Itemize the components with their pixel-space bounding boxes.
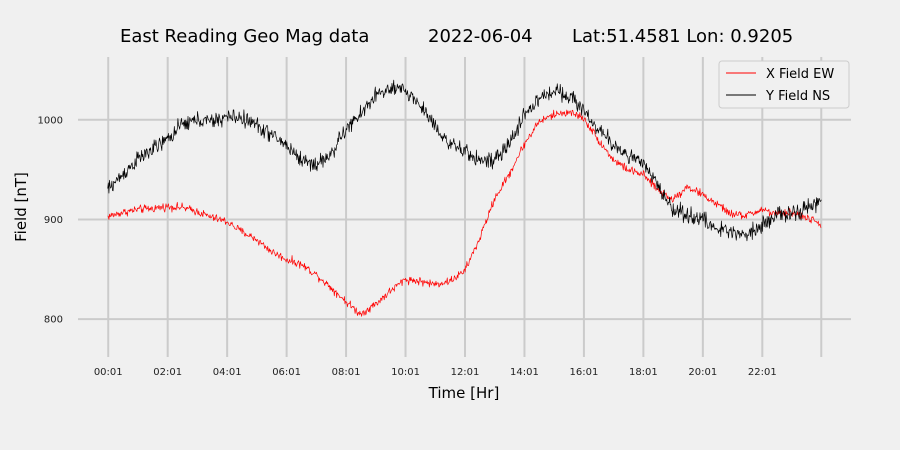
x-tick-label: 08:01 (332, 367, 361, 378)
legend: X Field EW Y Field NS (718, 60, 850, 109)
x-tick-label: 16:01 (570, 367, 599, 378)
y-tick-label: 1000 (38, 115, 63, 126)
chart-title-date: 2022-06-04 (428, 26, 533, 47)
y-axis-label: Field [nT] (12, 172, 30, 242)
tick-labels: 00:01 02:01 04:01 06:01 08:01 10:01 12:01 14:01… (38, 115, 777, 378)
series-line-x-field (107, 109, 822, 317)
legend-label-y-field: Y Field NS (765, 89, 830, 104)
x-tick-label: 18:01 (629, 367, 658, 378)
y-tick-label: 800 (44, 315, 63, 326)
x-tick-label: 04:01 (213, 367, 242, 378)
x-tick-label: 12:01 (451, 367, 480, 378)
chart-title-name: East Reading Geo Mag data (120, 26, 369, 47)
series-line-y-field (107, 79, 822, 242)
series-lines (107, 79, 822, 317)
x-tick-label: 06:01 (272, 367, 301, 378)
chart-title-location: Lat:51.4581 Lon: 0.9205 (572, 26, 793, 47)
x-tick-label: 10:01 (391, 367, 420, 378)
x-tick-label: 20:01 (688, 367, 717, 378)
y-tick-label: 900 (44, 215, 63, 226)
x-tick-label: 02:01 (153, 367, 182, 378)
x-tick-label: 14:01 (510, 367, 539, 378)
x-tick-label: 00:01 (94, 367, 123, 378)
x-tick-label: 22:01 (748, 367, 777, 378)
x-axis-label: Time [Hr] (428, 384, 500, 402)
legend-label-x-field: X Field EW (766, 67, 834, 82)
